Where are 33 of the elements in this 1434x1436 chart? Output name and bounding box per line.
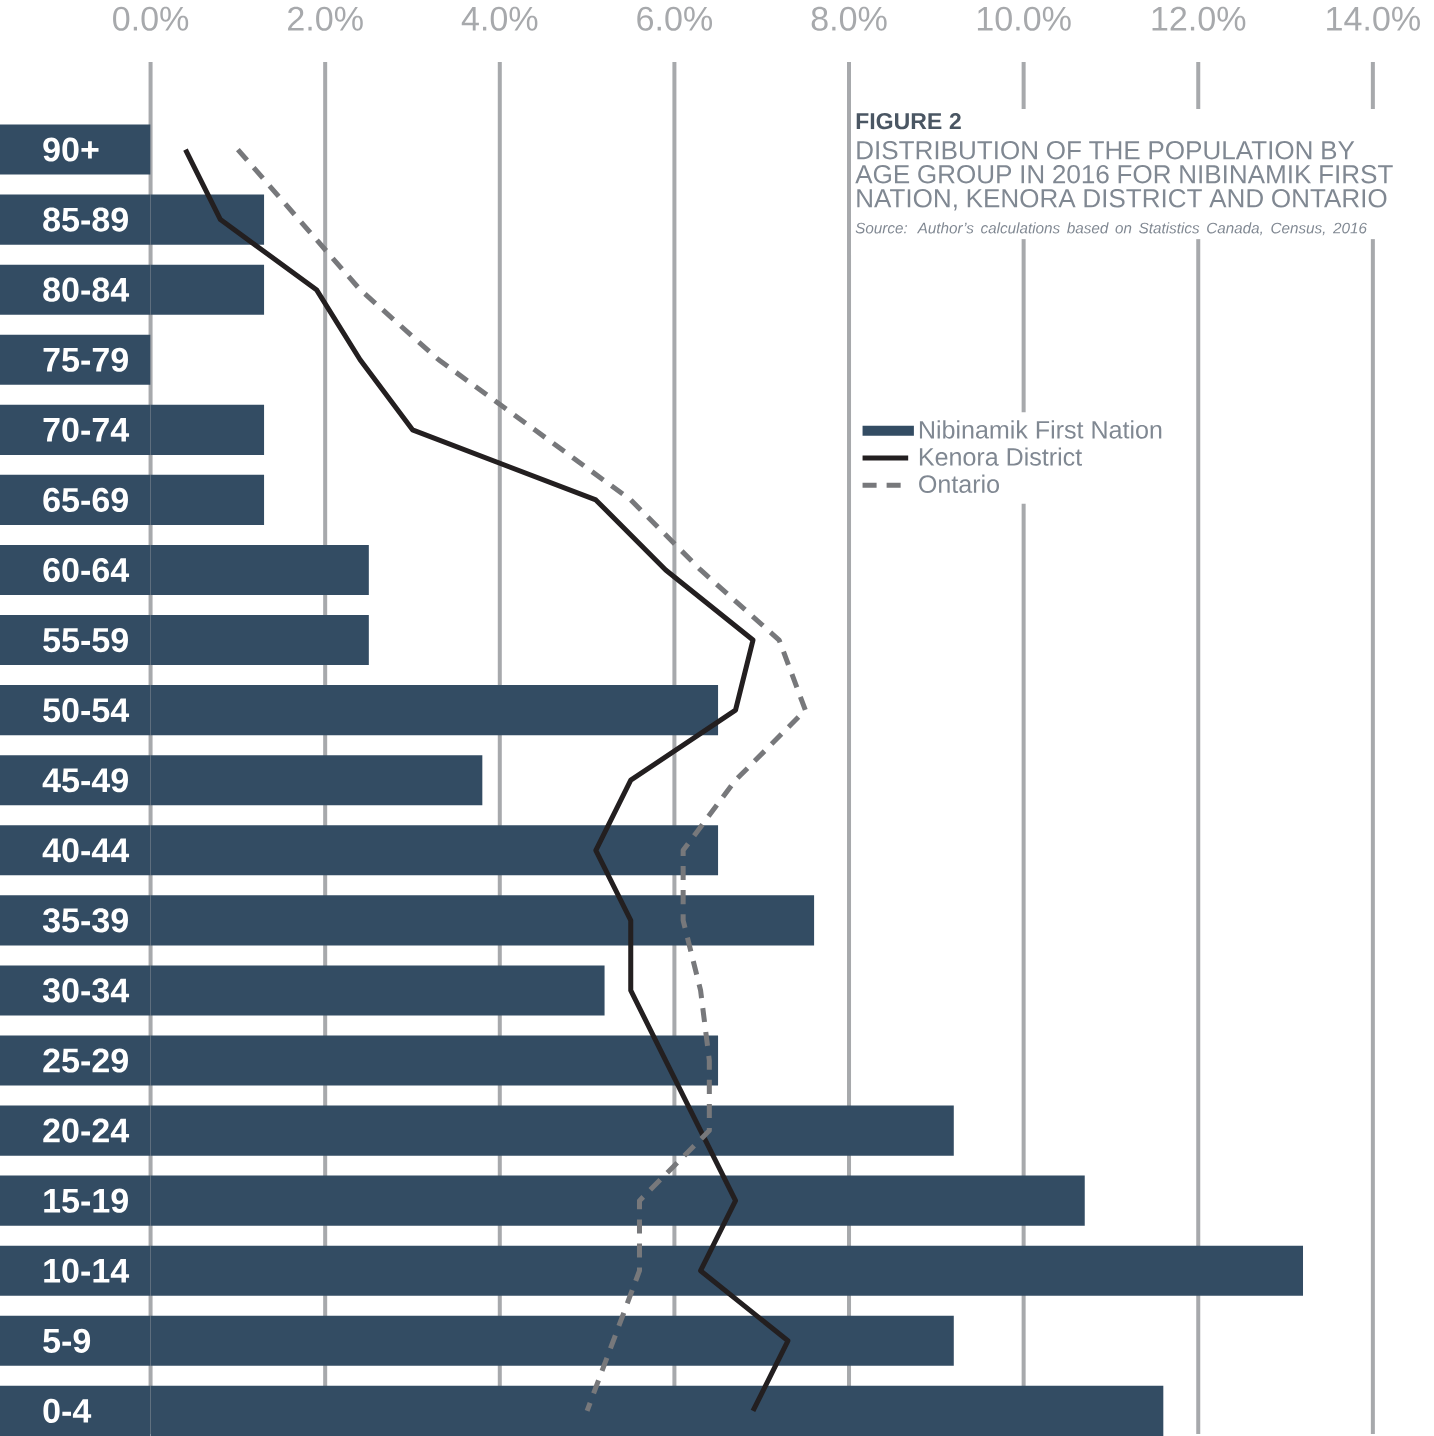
y-tick-label: 15-19 <box>44 1188 128 1213</box>
legend-label: Ontario <box>918 474 999 493</box>
y-tick-label: 30-34 <box>42 978 129 1003</box>
y-tick-label: 40-44 <box>42 838 129 863</box>
x-tick-label: 6.0% <box>637 6 712 31</box>
y-tick-label: 55-59 <box>42 627 128 653</box>
y-tick-label: 5-9 <box>42 1328 90 1353</box>
legend-label: Nibinamik First Nation <box>919 420 1162 439</box>
x-tick-label: 12.0% <box>1152 6 1246 31</box>
x-tick-label: 4.0% <box>461 6 538 31</box>
y-tick-label: 20-24 <box>43 1118 129 1143</box>
x-tick-label: 10.0% <box>977 6 1071 31</box>
y-tick-label: 90+ <box>43 137 99 162</box>
y-tick-label: 10-14 <box>44 1258 129 1283</box>
y-tick-label: 70-74 <box>43 417 129 442</box>
y-tick-label: 80-84 <box>42 277 129 302</box>
y-tick-label: 75-79 <box>43 347 128 372</box>
legend-label: Kenora District <box>919 447 1082 466</box>
x-tick-label: 0.0% <box>112 6 188 31</box>
y-tick-label: 50-54 <box>42 698 129 723</box>
text: FIGURE 2 <box>856 112 961 130</box>
x-tick-label: 2.0% <box>287 6 363 31</box>
x-tick-label: 14.0% <box>1326 6 1420 31</box>
text: DISTRIBUTION OF THE POPULATION BY AGE GROUP IN 2016 FOR NIBINAMIK FIRST NATION, KENORA DISTRICT AND ONTARIO <box>855 140 1393 211</box>
y-tick-label: 60-64 <box>43 557 129 583</box>
y-tick-label: 25-29 <box>43 1048 128 1073</box>
annotation: Source: Author’s calculations based on Statistics Canada, Census, 2016 <box>855 222 1367 236</box>
x-tick-label: 8.0% <box>811 6 887 31</box>
y-tick-label: 45-49 <box>42 768 128 793</box>
y-tick-label: 65-69 <box>43 487 128 512</box>
y-tick-label: 35-39 <box>42 908 128 933</box>
y-tick-label: 0-4 <box>43 1398 91 1423</box>
y-tick-label: 85-89 <box>42 207 128 232</box>
